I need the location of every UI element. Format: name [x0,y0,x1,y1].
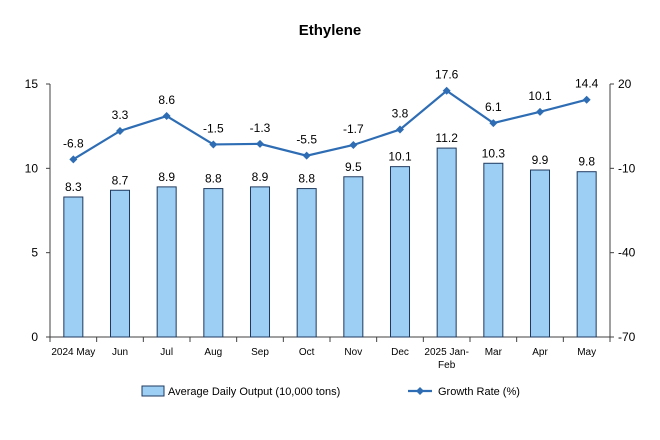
growth-point [69,155,78,164]
bar-data-label: 8.3 [65,180,82,194]
growth-data-label: 17.6 [435,68,459,82]
growth-point [536,107,544,116]
growth-data-label: 6.1 [485,100,502,114]
growth-data-label: -5.5 [296,133,317,147]
left-axis-tick-label: 10 [25,161,39,175]
growth-data-label: -6.8 [63,136,84,150]
bar-mark [156,186,177,338]
growth-data-label: -1.7 [343,122,364,136]
bar-data-label: 9.8 [578,155,595,169]
x-axis-tick-label: Mar [485,347,503,358]
growth-data-label: -1.5 [203,121,224,135]
bar-data-label: 11.2 [435,131,458,145]
bar-data-label: 8.8 [298,172,315,186]
x-axis-tick-label: Oct [299,347,315,358]
x-axis-tick-label: 2025 Jan-Feb [424,347,468,371]
growth-data-label: 8.6 [158,93,175,107]
growth-point [349,141,358,150]
legend-bar-swatch [141,385,165,397]
growth-data-label: -1.3 [250,121,271,135]
bar-mark [390,166,410,338]
left-axis-tick-label: 0 [31,330,38,344]
growth-data-label: 14.4 [575,77,599,91]
growth-point [489,119,498,128]
bar-data-label: 8.9 [252,170,269,184]
right-axis-tick-label: -70 [618,330,636,344]
growth-point [442,86,451,95]
growth-point [116,126,124,135]
x-axis-tick-label: Jul [160,347,173,358]
bar-mark [203,188,224,338]
bar-data-label: 8.9 [158,170,175,184]
bar-mark [530,169,550,338]
right-axis-tick-label: -40 [618,246,636,260]
growth-point [302,151,311,160]
growth-point [209,140,218,149]
bar-mark [250,186,270,338]
bar-data-label: 10.1 [388,150,412,164]
x-axis-tick-label: Nov [344,347,362,358]
bar-mark [343,176,364,338]
growth-data-label: 10.1 [528,89,552,103]
bar-mark [63,196,84,338]
labels-layer: 8.3 8.7 8.9 8.8 8.9 8.8 9.5 10.1 11.2 10.3 9.9 9.8 -… [63,68,599,194]
bar-data-label: 8.8 [205,172,222,186]
right-axis-tick-label: 20 [618,77,632,91]
chart-title: Ethylene [298,22,362,39]
legend-line-label: Growth Rate (%) [438,386,520,398]
bar-mark [436,147,457,338]
growth-point [396,125,404,134]
line-layer [69,86,591,164]
growth-line [72,89,587,161]
x-axis-tick-label: Sep [251,347,269,358]
left-axis-tick-label: 15 [25,77,39,91]
bars-layer [63,147,597,338]
x-axis-tick-label: Jun [112,347,128,358]
growth-point [162,112,171,121]
x-axis-tick-label: Dec [391,347,409,358]
x-axis-tick-label: Apr [532,347,548,358]
bar-data-label: 9.5 [345,160,362,174]
bar-data-label: 9.9 [532,153,549,167]
growth-point [582,95,591,104]
legend-layer: Average Daily Output (10,000 tons) Growth… [141,385,520,398]
legend-line-marker [416,387,424,395]
growth-data-label: 3.8 [392,107,409,121]
bar-data-label: 8.7 [112,173,129,187]
x-axis-tick-label: Aug [204,347,222,358]
bar-mark [110,189,130,338]
x-axis-tick-label: 2024 May [51,347,95,358]
axes-layer: 0 5 10 15 -70 -40 -10 20 2024 May Jun Jul Aug Sep Oct… [25,77,636,371]
legend-bar-label: Average Daily Output (10,000 tons) [168,386,340,398]
bar-mark [483,162,504,338]
growth-point [256,139,264,148]
x-axis-tick-label: May [577,347,596,358]
bar-mark [576,171,597,338]
bar-mark [296,188,317,338]
left-axis-tick-label: 5 [31,246,38,260]
growth-data-label: 3.3 [112,108,129,122]
right-axis-tick-label: -10 [618,161,636,175]
bar-data-label: 10.3 [482,146,506,160]
